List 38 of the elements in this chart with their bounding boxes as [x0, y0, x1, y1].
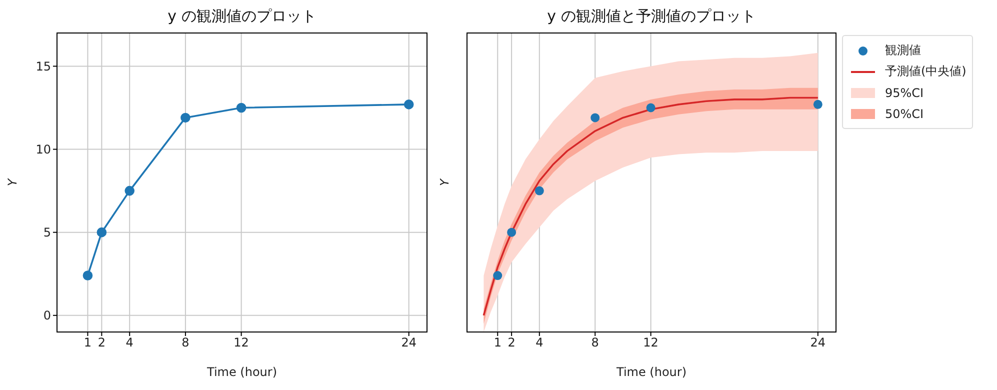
- y-tick-label: 0: [43, 308, 51, 323]
- y-axis-title: Y: [437, 177, 452, 186]
- y-axis-title: Y: [5, 177, 20, 186]
- x-tick-label: 24: [810, 336, 826, 350]
- y-tick-label: 10: [36, 142, 51, 157]
- x-tick-label: 24: [401, 336, 416, 350]
- y-tick-label: 15: [36, 59, 51, 74]
- point: [493, 271, 502, 280]
- x-axis-title: Time (hour): [206, 365, 278, 379]
- point: [180, 112, 190, 123]
- chart-title: y の観測値と予測値のプロット: [546, 7, 757, 26]
- point: [124, 186, 135, 196]
- x-tick-label: 8: [591, 336, 599, 350]
- x-tick-label: 12: [234, 336, 249, 350]
- legend-label: 95%CI: [885, 86, 924, 100]
- legend-label: 予測値(中央値): [885, 63, 966, 80]
- x-tick-label: 2: [508, 336, 516, 350]
- point: [404, 100, 414, 110]
- chart-title: y の観測値のプロット: [166, 7, 318, 26]
- x-axis-title: Time (hour): [615, 365, 687, 379]
- x-tick-label: 4: [536, 336, 544, 350]
- point: [507, 228, 516, 237]
- legend-label: 50%CI: [885, 106, 924, 120]
- legend-label: 観測値: [885, 42, 921, 59]
- point: [813, 100, 822, 109]
- point: [236, 102, 246, 113]
- x-tick-label: 2: [98, 336, 106, 350]
- point: [590, 113, 600, 122]
- y-tick-label: 5: [43, 226, 51, 240]
- x-tick-label: 8: [182, 336, 190, 350]
- x-tick-label: 4: [126, 336, 134, 350]
- point: [646, 103, 656, 112]
- x-tick-label: 1: [84, 336, 92, 350]
- x-tick-label: 1: [494, 336, 502, 350]
- x-tick-label: 12: [643, 336, 658, 350]
- point: [82, 270, 93, 280]
- point: [96, 227, 107, 238]
- point: [534, 186, 544, 196]
